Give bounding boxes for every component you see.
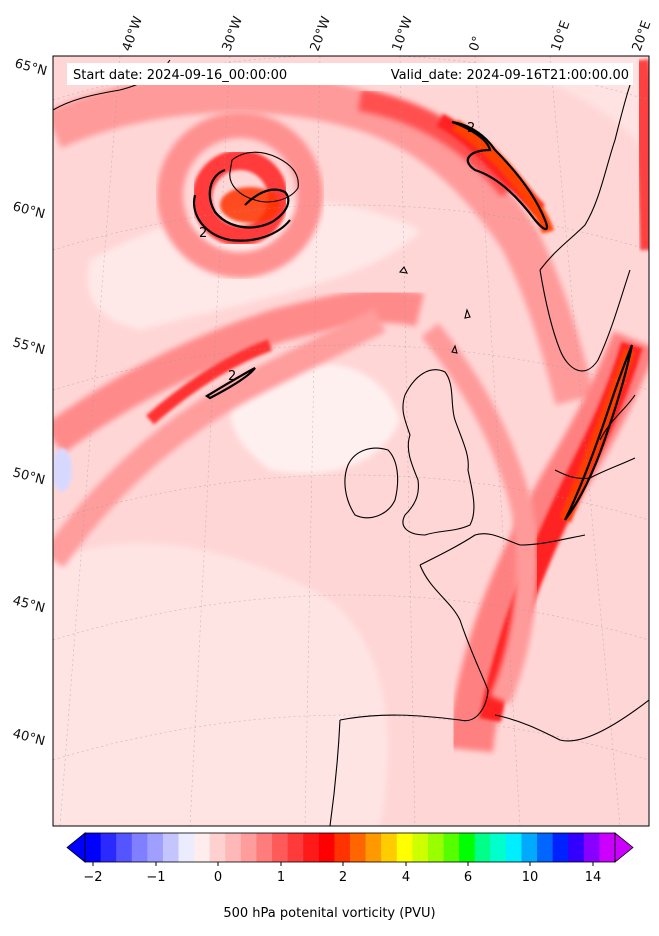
colorbar-swatch xyxy=(599,833,616,862)
colorbar-swatch xyxy=(100,833,117,862)
lat-label-65n: 65°N xyxy=(13,56,49,79)
colorbar-swatch xyxy=(225,833,242,862)
lat-label-50n: 50°N xyxy=(11,465,47,488)
colorbar-tick-label: 2 xyxy=(339,870,347,885)
pv-field: 2 2 2 xyxy=(53,56,649,826)
colorbar-swatch xyxy=(412,833,429,862)
lon-label-10e: 10°E xyxy=(549,19,574,54)
colorbar-swatch xyxy=(396,833,413,862)
colorbar-swatch xyxy=(287,833,304,862)
start-date: Start date: 2024-09-16_00:00:00 xyxy=(73,68,287,83)
colorbar-swatch xyxy=(178,833,195,862)
colorbar-swatch xyxy=(381,833,398,862)
contour-label-atlantic: 2 xyxy=(228,369,236,384)
colorbar-swatch xyxy=(552,833,569,862)
lat-label-45n: 45°N xyxy=(11,593,47,616)
contour-label-norwegian: 2 xyxy=(467,121,475,136)
longitude-labels: 40°W 30°W 20°W 10°W 0° 10°E 20°E xyxy=(120,14,655,53)
colorbar-swatch xyxy=(272,833,289,862)
colorbar-tick-label: −1 xyxy=(146,870,165,885)
colorbar-swatch xyxy=(116,833,133,862)
colorbar-swatch xyxy=(568,833,585,862)
colorbar-tick-label: 10 xyxy=(522,870,539,885)
lat-label-40n: 40°N xyxy=(11,726,47,749)
colorbar-border xyxy=(84,832,616,863)
lon-label-30w: 30°W xyxy=(220,14,246,53)
colorbar-swatch xyxy=(459,833,476,862)
colorbar-swatch xyxy=(334,833,351,862)
colorbar-arrow-low xyxy=(66,832,86,863)
colorbar-swatch xyxy=(318,833,335,862)
lon-label-40w: 40°W xyxy=(120,14,146,53)
lon-label-20w: 20°W xyxy=(308,14,334,53)
info-box xyxy=(67,63,633,85)
colorbar-swatch xyxy=(194,833,211,862)
colorbar-swatch xyxy=(521,833,538,862)
latitude-labels: 65°N 60°N 55°N 50°N 45°N 40°N xyxy=(11,56,49,749)
colorbar-swatch xyxy=(490,833,507,862)
colorbar-swatch xyxy=(537,833,554,862)
valid-date: Valid_date: 2024-09-16T21:00:00.00 xyxy=(391,68,629,83)
colorbar-tick-label: 4 xyxy=(402,870,410,885)
colorbar-swatch xyxy=(240,833,257,862)
colorbar-tick-label: 0 xyxy=(214,870,222,885)
colorbar-ticks: −2 −1 0 1 2 4 6 10 14 xyxy=(83,862,601,885)
colorbar-title: 500 hPa potenital vorticity (PVU) xyxy=(223,906,436,921)
colorbar-swatch xyxy=(209,833,226,862)
colorbar-swatch xyxy=(443,833,460,862)
colorbar-swatch xyxy=(256,833,273,862)
colorbar-tick-label: −2 xyxy=(83,870,102,885)
coastlines xyxy=(53,59,649,826)
colorbar-swatch xyxy=(505,833,522,862)
colorbar-tick-label: 1 xyxy=(277,870,285,885)
colorbar-swatch xyxy=(474,833,491,862)
colorbar xyxy=(66,832,634,863)
lon-label-20e: 20°E xyxy=(630,19,655,54)
colorbar-arrow-high xyxy=(614,832,634,863)
colorbar-swatch xyxy=(427,833,445,862)
colorbar-swatch xyxy=(162,833,180,862)
colorbar-swatch xyxy=(365,833,382,862)
colorbar-tick-label: 6 xyxy=(464,870,472,885)
colorbar-swatch xyxy=(85,833,102,862)
map-frame xyxy=(52,55,650,827)
pv-2-contours xyxy=(192,120,634,521)
lon-label-10w: 10°W xyxy=(390,14,416,53)
colorbar-swatch xyxy=(583,833,600,862)
colorbar-swatch xyxy=(350,833,367,862)
colorbar-swatch xyxy=(147,833,164,862)
lon-label-0: 0° xyxy=(467,34,486,53)
lat-label-60n: 60°N xyxy=(11,199,47,222)
colorbar-swatch xyxy=(303,833,320,862)
contour-label-iceland: 2 xyxy=(199,226,207,241)
colorbar-swatch xyxy=(131,833,148,862)
lat-label-55n: 55°N xyxy=(11,335,47,358)
colorbar-tick-label: 14 xyxy=(585,870,602,885)
